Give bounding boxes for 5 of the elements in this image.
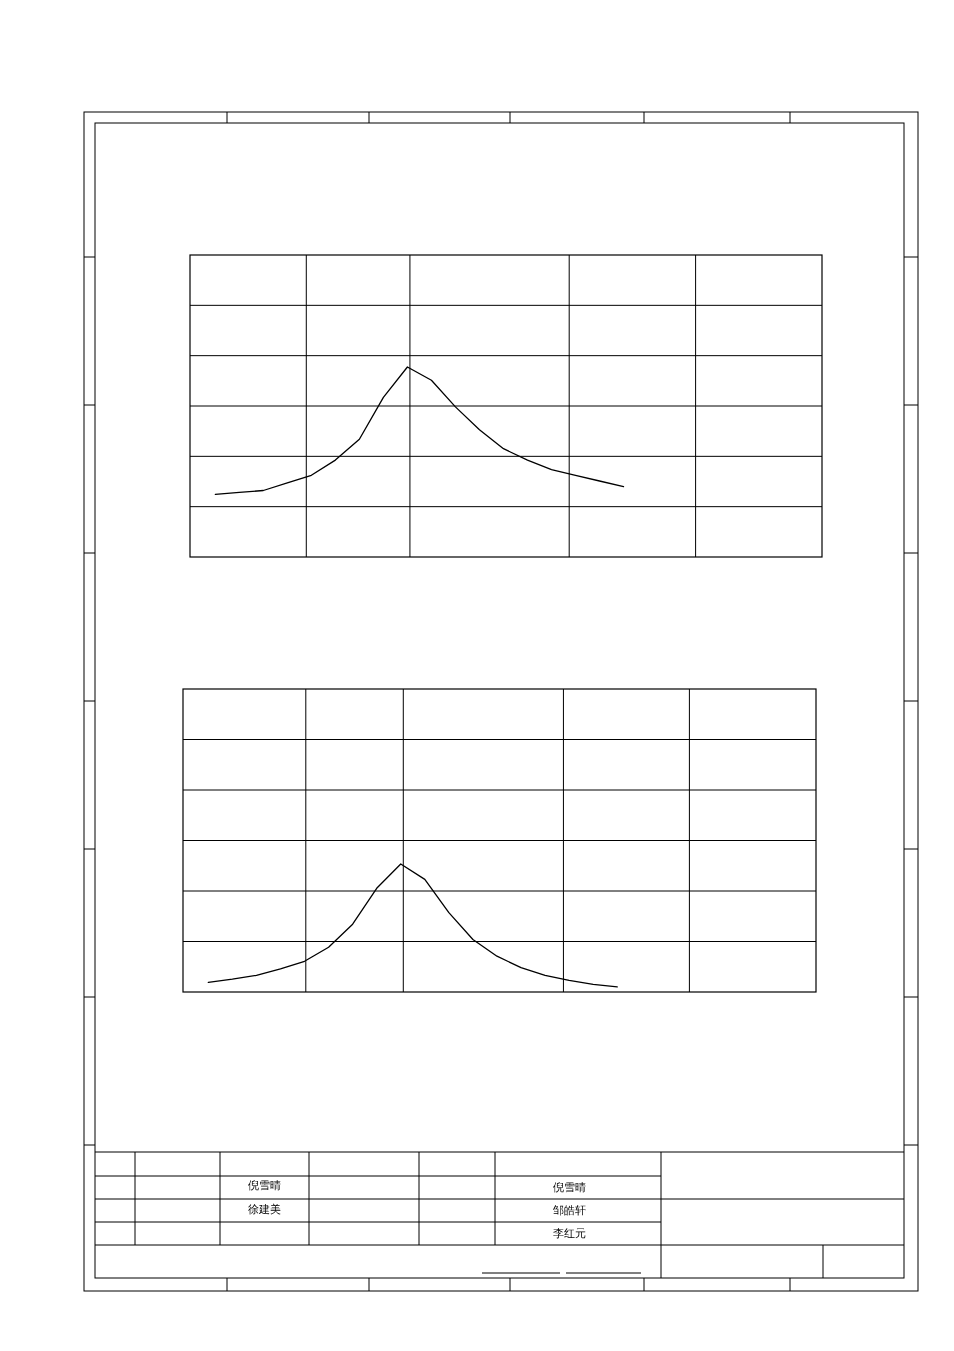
text: 倪雪晴 [552,1181,586,1194]
text: 徐建美 [247,1203,281,1216]
text: 倪雪晴 [247,1179,281,1192]
text: 邹皓轩 [552,1204,586,1217]
text: 李红元 [552,1227,586,1240]
